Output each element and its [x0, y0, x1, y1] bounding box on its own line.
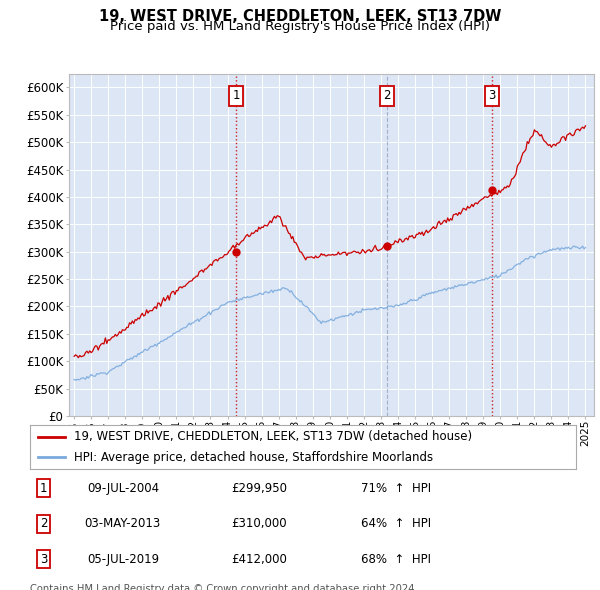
Text: £412,000: £412,000: [232, 552, 287, 566]
Text: 64%  ↑  HPI: 64% ↑ HPI: [361, 517, 431, 530]
Text: 71%  ↑  HPI: 71% ↑ HPI: [361, 481, 431, 495]
Text: 68%  ↑  HPI: 68% ↑ HPI: [361, 552, 431, 566]
Text: Contains HM Land Registry data © Crown copyright and database right 2024.: Contains HM Land Registry data © Crown c…: [30, 584, 418, 590]
Text: 19, WEST DRIVE, CHEDDLETON, LEEK, ST13 7DW (detached house): 19, WEST DRIVE, CHEDDLETON, LEEK, ST13 7…: [74, 430, 472, 443]
Text: HPI: Average price, detached house, Staffordshire Moorlands: HPI: Average price, detached house, Staf…: [74, 451, 433, 464]
Text: 3: 3: [488, 90, 496, 103]
Text: 2: 2: [383, 90, 391, 103]
Text: 2: 2: [40, 517, 47, 530]
Text: 1: 1: [40, 481, 47, 495]
Text: 3: 3: [40, 552, 47, 566]
Text: £310,000: £310,000: [232, 517, 287, 530]
Text: £299,950: £299,950: [232, 481, 287, 495]
Text: Price paid vs. HM Land Registry's House Price Index (HPI): Price paid vs. HM Land Registry's House …: [110, 20, 490, 33]
Text: 05-JUL-2019: 05-JUL-2019: [87, 552, 159, 566]
Text: 19, WEST DRIVE, CHEDDLETON, LEEK, ST13 7DW: 19, WEST DRIVE, CHEDDLETON, LEEK, ST13 7…: [99, 9, 501, 24]
Text: 09-JUL-2004: 09-JUL-2004: [87, 481, 159, 495]
Text: 03-MAY-2013: 03-MAY-2013: [85, 517, 161, 530]
Text: 1: 1: [233, 90, 240, 103]
